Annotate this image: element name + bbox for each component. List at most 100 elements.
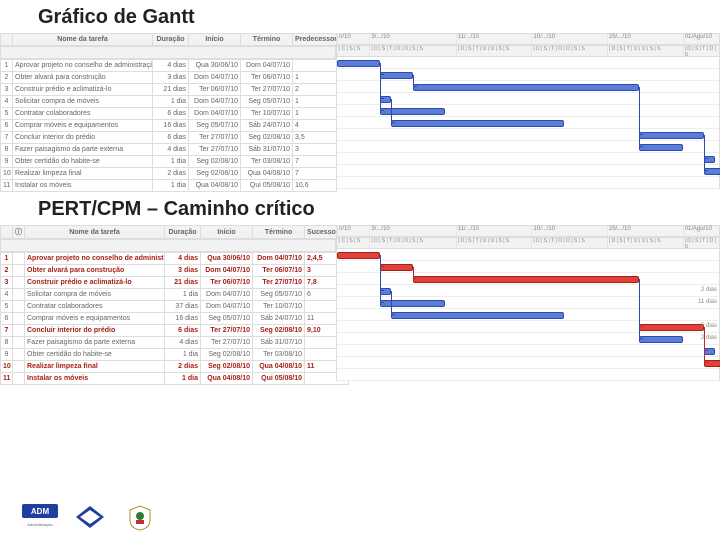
cell-start: Ter 27/07/10 [201,325,253,337]
gantt-bar[interactable] [639,336,682,343]
week-days: | D | S | T | O | S [683,46,719,56]
week-days: | D | S | T | O | O | S | S [456,46,509,56]
cell-info [13,253,25,265]
cell-name: Contratar colaboradores [13,108,153,120]
table-row: 2Obter alvará para construção3 diasDom 0… [1,72,337,84]
gantt-bar[interactable] [337,60,380,67]
week-days: | D | S | T | O | O | S | S [456,238,509,248]
cell-idx: 5 [1,301,13,313]
week-days: | D | S | T | O | S [683,238,719,248]
cell-start: Ter 06/07/10 [189,84,241,96]
task-table-header: ⓘNome da tarefaDuraçãoInícioTérminoSuces… [0,225,349,239]
timeline-row [337,177,719,189]
cell-info [13,373,25,385]
cell-end: Seg 05/07/10 [253,289,305,301]
week-days: | D | S | T | O | O | S | S [369,46,422,56]
cell-dur: 16 dias [153,120,189,132]
dependency-arrow [413,75,417,87]
cell-name: Concluir interior do prédio [25,325,165,337]
table-row: 3Construir prédio e aclimatizá-lo21 dias… [1,84,337,96]
cell-dur: 1 dia [165,349,201,361]
cell-idx: 6 [1,313,13,325]
task-table-body: 1Aprovar projeto no conselho de administ… [0,59,337,192]
dependency-arrow [413,267,417,279]
cell-dur: 4 dias [153,60,189,72]
week-days: | C | S | S [337,238,360,248]
svg-text:ADM: ADM [31,507,50,516]
week-label: 11/.../10 [456,34,479,44]
col-name: Nome da tarefa [13,34,153,46]
cell-idx: 10 [1,168,13,180]
dependency-arrow [391,291,395,315]
gantt-bar[interactable] [413,276,640,283]
cell-name: Construir prédio e aclimatizá-lo [25,277,165,289]
dependency-arrow [391,99,395,123]
table-row: 4Solicitar compra de móveis1 diaDom 04/0… [1,96,337,108]
cell-start: Qua 04/08/10 [201,373,253,385]
col-end: Término [241,34,293,46]
gantt-bar[interactable] [639,132,704,139]
dependency-arrow [704,135,708,171]
pert-heading: PERT/CPM – Caminho crítico [0,192,720,225]
dependency-arrow [639,87,643,147]
cell-dur: 21 dias [165,277,201,289]
col-pred: Predecessoras [293,34,337,46]
cell-start: Qua 04/08/10 [189,180,241,192]
cell-name: Contratar colaboradores [25,301,165,313]
table-row: 6Comprar móveis e equipamentos16 diasSeg… [1,120,337,132]
table-row: 8Fazer paisagismo da parte externa4 dias… [1,144,337,156]
cell-idx: 10 [1,361,13,373]
gantt-bar[interactable] [380,108,445,115]
cell-name: Aprovar projeto no conselho de administr… [25,253,165,265]
gantt-bar[interactable] [391,120,564,127]
pert-panel: ⓘNome da tarefaDuraçãoInícioTérminoSuces… [0,225,720,385]
timeline-subheader: | C | S | S | D | S | T | O | O | S | S | … [336,45,720,57]
col-idx [1,34,13,46]
cell-start: Seg 02/08/10 [201,361,253,373]
week-label: 10/.../10 [531,34,555,44]
week-days: | C | S | S [337,46,360,56]
cell-dur: 1 dia [165,373,201,385]
cell-dur: 1 dia [153,180,189,192]
cell-dur: 21 dias [153,84,189,96]
table-row: 9Obter certidão do habite-se1 diaSeg 02/… [1,156,337,168]
table-row: 10Realizar limpeza final2 diasSeg 02/08/… [1,361,349,373]
cell-name: Instalar os móveis [25,373,165,385]
gantt-bar[interactable] [639,144,682,151]
cell-end: Ter 06/07/10 [241,72,293,84]
cell-pred: 3,5 [293,132,337,144]
cell-name: Solicitar compra de móveis [25,289,165,301]
slack-label: 2 dias [701,287,717,293]
gantt-bar[interactable] [337,252,380,259]
cell-idx: 9 [1,349,13,361]
gantt-bar[interactable] [380,72,412,79]
cell-pred: 1 [293,108,337,120]
week-days: | D | S | T | O | O | S | S [607,46,660,56]
cell-start: Qua 30/06/10 [189,60,241,72]
task-table-body: 1Aprovar projeto no conselho de administ… [0,252,349,385]
timeline-row [337,165,719,177]
cell-dur: 16 dias [165,313,201,325]
cell-idx: 3 [1,84,13,96]
gantt-bar[interactable] [639,324,704,331]
gantt-bar[interactable] [413,84,640,91]
gantt-bar[interactable] [391,312,564,319]
cell-name: Realizar limpeza final [25,361,165,373]
cell-end: Ter 03/08/10 [241,156,293,168]
gantt-bar[interactable] [380,300,445,307]
cell-idx: 7 [1,325,13,337]
cell-dur: 37 dias [165,301,201,313]
gantt-bar[interactable] [380,264,412,271]
dependency-arrow [639,279,643,339]
cell-pred: 3 [293,144,337,156]
cell-end: Seg 02/08/10 [253,325,305,337]
week-days: | D | S | T | O | O | S | S [607,238,660,248]
cell-name: Realizar limpeza final [13,168,153,180]
table-row: 8Fazer paisagismo da parte externa4 dias… [1,337,349,349]
cell-dur: 6 dias [165,325,201,337]
cell-end: Ter 27/07/10 [253,277,305,289]
col-start: Início [201,226,253,239]
timeline-row [337,249,719,261]
cell-pred: 7 [293,168,337,180]
cell-pred: 2 [293,84,337,96]
